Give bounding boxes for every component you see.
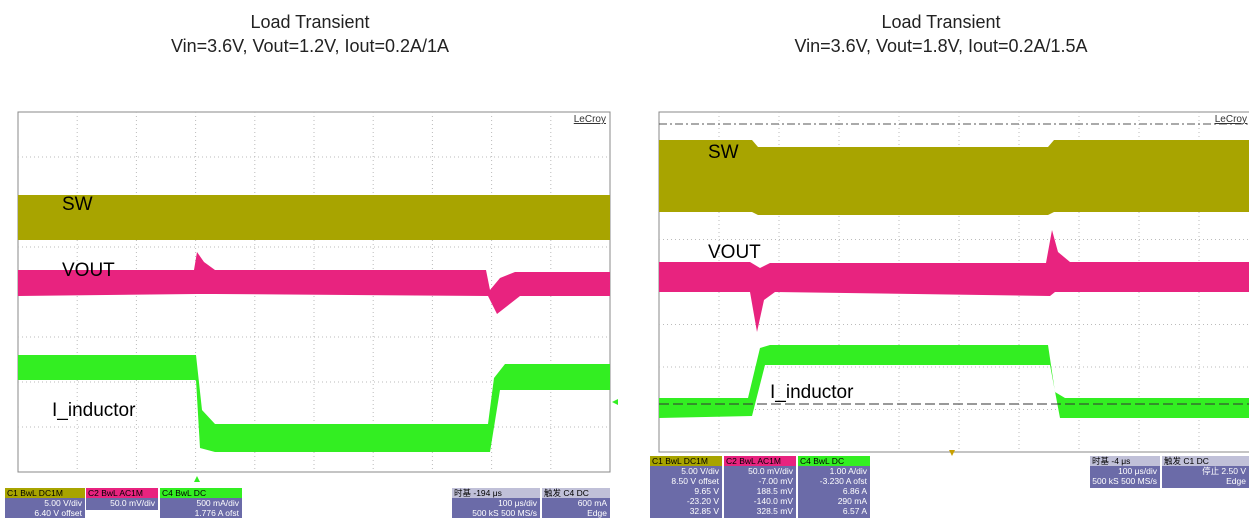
trigger-marker (194, 476, 200, 482)
readout-line: 50.0 mV/div (110, 498, 156, 508)
brand: LeCroy (574, 114, 606, 125)
sw-trace (18, 195, 610, 240)
readout-line: 6.57 A (843, 506, 867, 516)
readout-line: 50.0 mV/div (748, 466, 794, 476)
readout-line: Edge (587, 508, 607, 518)
readout-head: C2 BwL AC1M (88, 488, 143, 498)
readout-line: 290 mA (838, 496, 868, 506)
readout-line: -7.00 mV (759, 476, 794, 486)
readout-head: C1 BwL DC1M (652, 456, 708, 466)
readout-line: 6.86 A (843, 486, 867, 496)
readout-line: 188.5 mV (757, 486, 794, 496)
readout-head: C2 BwL AC1M (726, 456, 781, 466)
readout-head: 触发 C1 DC (1164, 456, 1209, 466)
readout-line: Edge (1226, 476, 1246, 486)
sw-trace (659, 140, 1249, 215)
trace-label: I_inductor (770, 382, 854, 403)
trace-label: I_inductor (52, 400, 136, 421)
brand: LeCroy (1215, 114, 1247, 125)
readout-line: 32.85 V (690, 506, 720, 516)
readout-head: C1 BwL DC1M (7, 488, 63, 498)
left-panel: Load Transient Vin=3.6V, Vout=1.2V, Iout… (18, 12, 618, 482)
readout-head: C4 BwL DC (800, 456, 844, 466)
readout-line: 8.50 V offset (671, 476, 719, 486)
readout-head: 触发 C4 DC (544, 488, 589, 498)
readout-line: 5.00 V/div (681, 466, 720, 476)
readout-line: 9.65 V (694, 486, 719, 496)
readout-line: 100 μs/div (1118, 466, 1158, 476)
readout-line: 500 kS 500 MS/s (472, 508, 537, 518)
trace-label: SW (62, 194, 93, 215)
readout-line: 停止 2.50 V (1202, 466, 1246, 476)
title: Load Transient (881, 12, 1000, 32)
readout-line: -140.0 mV (754, 496, 794, 506)
title: Load Transient (250, 12, 369, 32)
trigger-marker (949, 450, 955, 456)
readout-line: 100 μs/div (498, 498, 538, 508)
subtitle: Vin=3.6V, Vout=1.2V, Iout=0.2A/1A (171, 36, 449, 56)
readout-line: 1.776 A ofst (195, 508, 240, 518)
trace-label: VOUT (708, 242, 761, 263)
trace-label: SW (708, 142, 739, 163)
readout-line: 500 mA/div (196, 498, 239, 508)
readout-line: 328.5 mV (757, 506, 794, 516)
readout-line: 500 kS 500 MS/s (1092, 476, 1157, 486)
readout-line: 6.40 V offset (34, 508, 82, 518)
readout-head: 时基 -194 μs (454, 488, 502, 498)
subtitle: Vin=3.6V, Vout=1.8V, Iout=0.2A/1.5A (794, 36, 1087, 56)
trace-label: VOUT (62, 260, 115, 281)
level-marker (612, 399, 618, 405)
readout-head: C4 BwL DC (162, 488, 206, 498)
page: Load Transient Vin=3.6V, Vout=1.2V, Iout… (0, 0, 1249, 518)
readout-line: 5.00 V/div (44, 498, 83, 508)
readout-line: 1.00 A/div (830, 466, 868, 476)
readout-line: -3.230 A ofst (820, 476, 868, 486)
readout-head: 时基 -4 μs (1092, 456, 1130, 466)
right-panel: Load Transient Vin=3.6V, Vout=1.8V, Iout… (659, 12, 1249, 456)
readout-line: -23.20 V (687, 496, 719, 506)
readout-line: 600 mA (578, 498, 608, 508)
